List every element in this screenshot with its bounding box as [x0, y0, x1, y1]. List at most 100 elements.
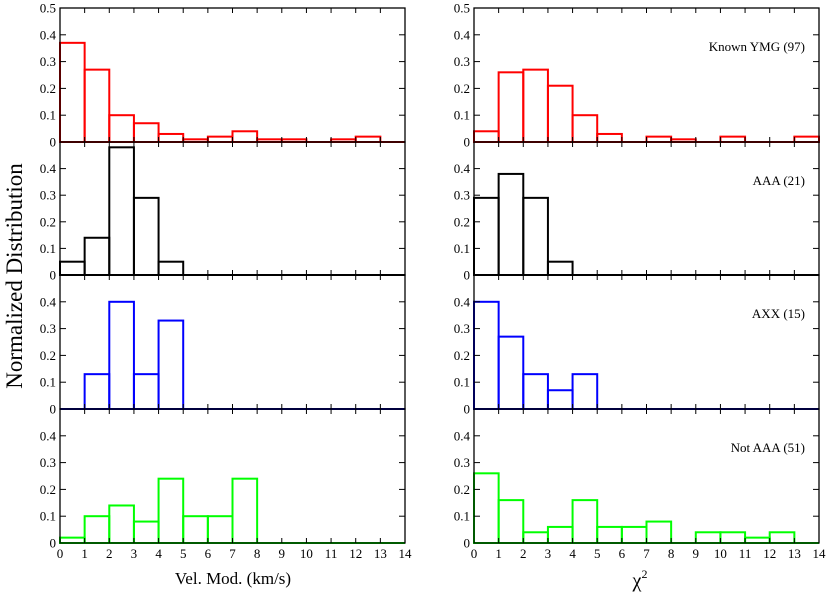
frame-vel-axx [59, 274, 406, 410]
xtick-label-vel-notaaa-8: 8 [254, 546, 261, 561]
bar-vel-axx-2 [108, 300, 135, 410]
bar-vel-notaaa-0 [59, 536, 86, 545]
ytick-label-vel-aaa-3: 0.3 [40, 188, 56, 203]
ytick-label-chi-axx-4: 0.4 [454, 294, 471, 309]
xtick-label-vel-notaaa-4: 4 [155, 546, 162, 561]
bar-chi-aaa-2 [522, 196, 549, 276]
bar-vel-axx-3 [132, 373, 160, 411]
ytick-label-chi-known-2: 0.2 [454, 81, 470, 96]
panel-vel-aaa: 0 0.1 0.2 0.3 0.4 [40, 141, 406, 283]
chi-superscript: 2 [641, 567, 647, 581]
ytick-label-chi-aaa-1: 0.1 [454, 241, 470, 256]
xtick-label-chi-notaaa-11: 11 [739, 546, 752, 561]
bar-vel-notaaa-4 [157, 477, 185, 544]
ytick-label-vel-axx-0: 0 [50, 402, 57, 417]
bar-chi-axx-4 [571, 373, 599, 411]
xtick-label-vel-notaaa-2: 2 [106, 546, 113, 561]
bar-chi-known-5 [596, 132, 623, 144]
bar-chi-known-3 [546, 84, 574, 143]
bar-vel-notaaa-6 [206, 515, 234, 545]
ytick-label-vel-known-4: 0.4 [40, 27, 57, 42]
x-axis-title-chi2: χ2 [632, 567, 648, 592]
ytick-label-chi-aaa-0: 0 [464, 268, 471, 283]
y-axis-title: Normalized Distribution [2, 163, 27, 389]
bar-chi-notaaa-11 [744, 536, 771, 545]
ytick-label-vel-axx-3: 0.3 [40, 321, 56, 336]
bar-vel-aaa-1 [83, 236, 111, 276]
ytick-label-chi-known-4: 0.4 [454, 27, 471, 42]
xtick-label-chi-notaaa-8: 8 [668, 546, 675, 561]
frame-chi-aaa [473, 141, 820, 276]
ytick-label-vel-axx-4: 0.4 [40, 294, 57, 309]
bar-vel-notaaa-7 [231, 477, 259, 544]
xtick-label-vel-notaaa-11: 11 [325, 546, 338, 561]
bar-vel-notaaa-2 [108, 504, 135, 545]
ytick-label-chi-aaa-2: 0.2 [454, 214, 470, 229]
ytick-label-chi-known-5: 0.5 [454, 1, 470, 16]
ytick-label-chi-notaaa-1: 0.1 [454, 509, 470, 524]
x-axis-title-velocity: Vel. Mod. (km/s) [175, 569, 291, 588]
xtick-label-vel-notaaa-9: 9 [279, 546, 286, 561]
xtick-label-vel-notaaa-1: 1 [81, 546, 88, 561]
ytick-label-chi-known-0: 0 [464, 135, 471, 150]
bar-chi-notaaa-5 [596, 525, 623, 544]
bar-vel-known-3 [132, 122, 160, 143]
bar-chi-axx-1 [497, 335, 525, 411]
bar-chi-known-2 [522, 68, 549, 143]
ytick-label-vel-aaa-2: 0.2 [40, 214, 56, 229]
bar-chi-known-0 [473, 130, 500, 143]
bar-chi-notaaa-7 [645, 520, 673, 544]
bar-vel-aaa-3 [132, 196, 160, 276]
xtick-label-chi-notaaa-10: 10 [714, 546, 727, 561]
xtick-label-vel-notaaa-14: 14 [399, 546, 413, 561]
xtick-label-chi-notaaa-3: 3 [545, 546, 552, 561]
frame-vel-aaa [59, 141, 406, 276]
ytick-label-chi-notaaa-2: 0.2 [454, 482, 470, 497]
ytick-label-chi-notaaa-3: 0.3 [454, 455, 470, 470]
bar-vel-aaa-4 [157, 260, 185, 277]
xtick-label-chi-notaaa-9: 9 [693, 546, 700, 561]
frame-chi-known [473, 7, 820, 143]
frame-chi-axx [473, 274, 820, 410]
xtick-label-chi-notaaa-12: 12 [763, 546, 776, 561]
ytick-label-vel-notaaa-1: 0.1 [40, 509, 56, 524]
ytick-label-vel-known-1: 0.1 [40, 108, 56, 123]
bar-chi-aaa-0 [473, 196, 500, 276]
panel-vel-notaaa: 00.10.20.30.40 1 2 3 4 5 6 7 8 9 10 11 12 13 14 [40, 408, 413, 561]
panels: 0 0.1 0.2 0.3 0.4 0.5 0 0.1 0.2 0.3 0.4 0.5 Known YM… [40, 1, 826, 562]
bar-vel-known-4 [157, 132, 185, 144]
xtick-label-vel-notaaa-7: 7 [229, 546, 236, 561]
bar-chi-known-7 [645, 135, 673, 143]
ytick-label-chi-aaa-4: 0.4 [454, 161, 471, 176]
xtick-label-chi-notaaa-0: 0 [471, 546, 478, 561]
ytick-label-vel-known-2: 0.2 [40, 81, 56, 96]
panel-vel-axx: 0 0.1 0.2 0.3 0.4 [40, 274, 406, 417]
xtick-label-vel-notaaa-0: 0 [57, 546, 64, 561]
panel-label-chi-notaaa: Not AAA (51) [731, 440, 805, 455]
bar-vel-aaa-2 [108, 146, 135, 277]
panel-chi-axx: 0 0.1 0.2 0.3 0.4 AXX (15) [454, 274, 820, 417]
xtick-label-chi-notaaa-2: 2 [520, 546, 527, 561]
bar-vel-axx-1 [83, 373, 111, 411]
ytick-label-chi-notaaa-0: 0 [464, 536, 471, 551]
ytick-label-vel-aaa-4: 0.4 [40, 161, 57, 176]
ytick-label-chi-axx-3: 0.3 [454, 321, 470, 336]
bar-vel-known-6 [206, 135, 234, 143]
ytick-label-chi-notaaa-4: 0.4 [454, 428, 471, 443]
frame-vel-known [59, 7, 406, 143]
ytick-label-vel-notaaa-3: 0.3 [40, 455, 56, 470]
bar-chi-known-4 [571, 114, 599, 143]
bar-chi-notaaa-12 [768, 531, 796, 545]
panel-vel-known: 0 0.1 0.2 0.3 0.4 0.5 [40, 1, 406, 150]
bar-chi-aaa-1 [497, 172, 525, 276]
bar-chi-axx-2 [522, 373, 549, 411]
bar-vel-notaaa-1 [83, 515, 111, 545]
xtick-label-chi-notaaa-7: 7 [643, 546, 650, 561]
bar-chi-notaaa-1 [497, 499, 525, 544]
xtick-label-vel-notaaa-12: 12 [349, 546, 362, 561]
ytick-label-chi-known-1: 0.1 [454, 108, 470, 123]
ytick-label-vel-axx-1: 0.1 [40, 375, 56, 390]
bar-vel-aaa-0 [59, 260, 86, 277]
